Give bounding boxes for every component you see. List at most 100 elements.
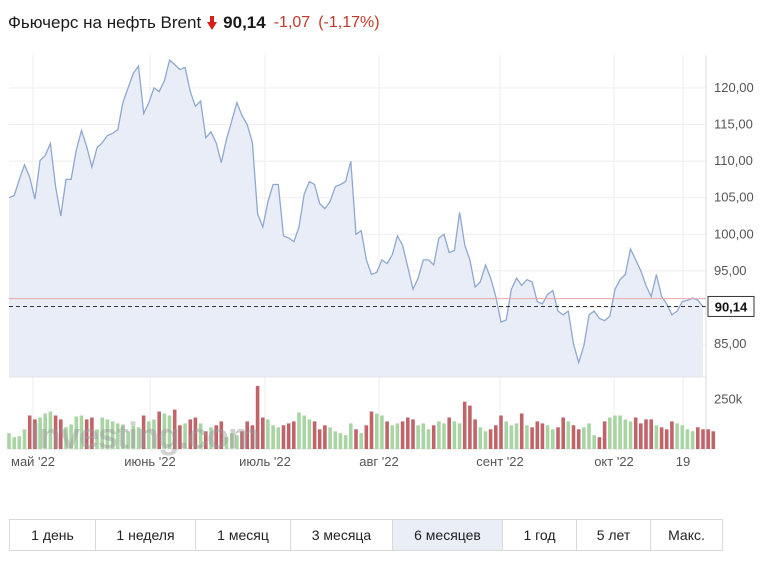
last-price-badge	[707, 295, 755, 317]
volume-bar	[307, 419, 312, 449]
instrument-title: Фьючерс на нефть Brent	[8, 13, 202, 32]
volume-bar	[551, 429, 555, 449]
volume-bar	[53, 415, 58, 449]
volume-bar	[597, 437, 602, 449]
volume-bar	[286, 423, 291, 449]
volume-bar	[172, 409, 177, 449]
volume-bar	[152, 419, 156, 449]
volume-bar	[17, 436, 22, 449]
volume-bar	[618, 415, 622, 449]
volume-bar	[250, 425, 255, 449]
volume-bar	[193, 417, 198, 449]
volume-bar	[333, 431, 338, 449]
volume-bar	[297, 412, 301, 449]
volume-bar	[271, 425, 275, 449]
volume-bar	[95, 429, 99, 449]
volume-bar	[48, 411, 53, 449]
volume-bar	[690, 431, 695, 449]
volume-bar	[266, 419, 270, 449]
volume-bar	[12, 437, 16, 449]
volume-bar	[22, 429, 27, 449]
volume-bar	[338, 433, 343, 449]
y-tick-label: 115,00	[714, 117, 753, 132]
volume-bar	[292, 421, 296, 449]
y-tick-label: 120,00	[714, 80, 754, 95]
price-chart[interactable]: 85,0090,0095,00100,00105,00110,00115,001…	[0, 50, 773, 480]
tab-6-months[interactable]: 6 месяцев	[393, 520, 503, 550]
volume-bar	[167, 415, 172, 449]
price-change: -1,07	[273, 14, 311, 31]
volume-bar	[183, 423, 187, 449]
last-price: 90,14	[223, 13, 266, 32]
volume-bar	[561, 417, 565, 449]
tab-1-week[interactable]: 1 неделя	[96, 520, 196, 550]
volume-bar	[27, 415, 32, 449]
volume-bar	[514, 423, 519, 449]
volume-bar	[696, 427, 700, 449]
volume-bar	[380, 415, 384, 449]
volume-bar	[7, 433, 11, 449]
volume-bar	[478, 427, 483, 449]
y-tick-label: 110,00	[714, 153, 753, 168]
volume-tick-label: 250k	[714, 392, 743, 407]
volume-bar	[100, 417, 104, 449]
volume-bar	[240, 431, 244, 449]
volume-bar	[582, 427, 586, 449]
volume-bar	[545, 425, 550, 449]
y-tick-label: 105,00	[714, 190, 754, 205]
tab-1-year[interactable]: 1 год	[503, 520, 577, 550]
price-change-percent: (-1,17%)	[318, 14, 380, 31]
volume-bar	[499, 415, 503, 449]
volume-bar	[302, 415, 306, 449]
volume-bar	[59, 419, 63, 449]
volume-bar	[644, 419, 648, 449]
volume-bar	[530, 427, 534, 449]
volume-bar	[659, 427, 664, 449]
volume-bar	[406, 417, 410, 449]
volume-bar	[649, 419, 653, 449]
volume-bar	[566, 421, 571, 449]
volume-bar	[685, 429, 690, 449]
volume-bar	[494, 425, 498, 449]
y-tick-label: 85,00	[714, 336, 747, 351]
price-area	[9, 60, 703, 377]
x-tick-label: 19	[676, 454, 690, 469]
volume-bar	[525, 425, 529, 449]
tab-1-month[interactable]: 1 месяц	[196, 520, 291, 550]
investing-watermark: Investing.com	[30, 415, 259, 456]
volume-bar	[136, 427, 141, 449]
volume-bar	[576, 429, 581, 449]
volume-bar	[416, 425, 420, 449]
volume-bar	[43, 413, 47, 449]
volume-bar	[90, 417, 94, 449]
tab-3-months[interactable]: 3 месяца	[291, 520, 393, 550]
volume-bar	[711, 431, 716, 449]
volume-bar	[245, 421, 249, 449]
volume-bar	[359, 433, 363, 449]
tab-5-years[interactable]: 5 лет	[577, 520, 651, 550]
volume-bar	[571, 425, 576, 449]
volume-bar	[509, 425, 514, 449]
x-tick-label: сент '22	[476, 454, 523, 469]
volume-bar	[457, 423, 462, 449]
volume-bar	[219, 421, 224, 449]
volume-bar	[224, 437, 229, 449]
x-tick-label: июнь '22	[124, 454, 176, 469]
x-tick-label: июль '22	[239, 454, 291, 469]
volume-bar	[452, 421, 457, 449]
tab-1-day[interactable]: 1 день	[10, 520, 96, 550]
volume-bar	[126, 431, 130, 449]
volume-bar	[276, 427, 281, 449]
volume-bar	[633, 417, 638, 449]
tab-max[interactable]: Макс.	[668, 527, 705, 543]
volume-bar	[680, 425, 685, 449]
volume-bar	[395, 423, 400, 449]
volume-bar	[664, 429, 669, 449]
volume-bar	[178, 425, 182, 449]
y-tick-label: 95,00	[714, 263, 747, 278]
volume-bar	[540, 423, 545, 449]
volume-bar	[426, 429, 431, 449]
volume-bar	[447, 417, 451, 449]
volume-bar	[411, 419, 415, 449]
volume-bar	[115, 423, 120, 449]
